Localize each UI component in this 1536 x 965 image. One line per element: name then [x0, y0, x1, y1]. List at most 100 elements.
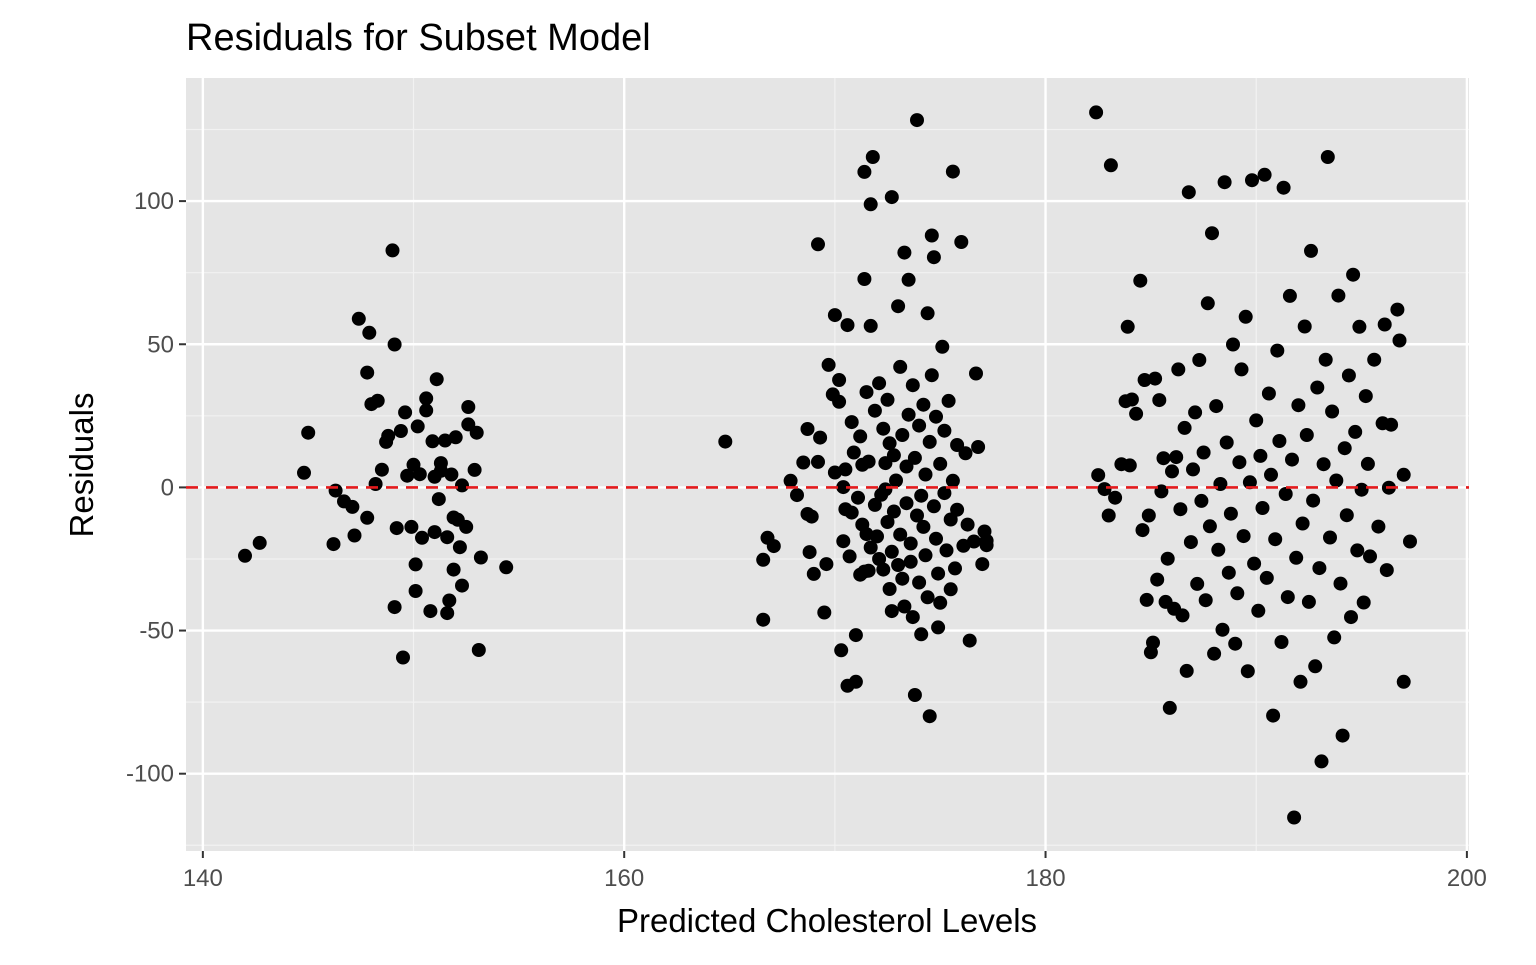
data-point [1341, 368, 1356, 383]
data-point [1352, 319, 1367, 334]
data-point [1219, 435, 1234, 450]
data-point [802, 545, 817, 560]
data-point [1261, 386, 1276, 401]
data-point [804, 509, 819, 524]
data-point [933, 595, 948, 610]
data-point [1264, 467, 1278, 482]
data-point [880, 515, 895, 529]
data-point [1293, 674, 1308, 689]
data-point [897, 245, 912, 260]
data-point [867, 497, 882, 512]
y-tick-label: 0 [161, 474, 174, 501]
data-point [1331, 288, 1346, 303]
y-tick-label: -50 [139, 618, 174, 645]
data-point [1160, 551, 1175, 566]
chart-title: Residuals for Subset Model [186, 17, 651, 59]
data-point [962, 633, 977, 648]
data-point [1232, 455, 1247, 470]
data-point [1247, 556, 1262, 571]
data-point [912, 418, 927, 433]
data-point [1320, 150, 1335, 164]
data-point [410, 419, 425, 434]
data-point [912, 575, 927, 590]
data-point [1350, 543, 1365, 558]
data-points [238, 105, 1417, 825]
data-point [387, 600, 402, 615]
data-point [1306, 493, 1321, 508]
data-point [848, 628, 863, 643]
data-point [1323, 530, 1337, 545]
data-point [842, 549, 857, 564]
data-point [400, 468, 415, 483]
data-point [926, 250, 941, 265]
data-point [1179, 663, 1194, 678]
data-point [901, 272, 916, 287]
data-point [1188, 405, 1203, 420]
data-point [1221, 565, 1236, 580]
data-point [832, 394, 847, 409]
data-point [922, 709, 937, 724]
data-point [1213, 477, 1228, 491]
data-point [836, 534, 851, 549]
data-point [1327, 630, 1342, 645]
data-point [872, 376, 887, 391]
data-point [1169, 450, 1184, 465]
data-point [876, 421, 891, 436]
x-axis-ticks: 140 160 180 200 [183, 851, 1487, 892]
data-point [1137, 373, 1152, 387]
data-point [889, 473, 903, 488]
data-point [429, 372, 444, 387]
data-point [1101, 508, 1116, 523]
data-point [1287, 810, 1302, 825]
data-point [1348, 424, 1363, 439]
data-point [1337, 441, 1352, 456]
data-point [922, 434, 937, 449]
data-point [1226, 337, 1240, 352]
data-point [886, 448, 901, 463]
data-point [903, 536, 918, 551]
data-point [362, 325, 377, 340]
x-axis-label: Predicted Cholesterol Levels [617, 902, 1037, 939]
data-point [1230, 586, 1245, 601]
data-point [408, 584, 423, 598]
y-axis-ticks: -100 -50 0 50 100 [126, 188, 186, 788]
data-point [901, 407, 916, 422]
data-point [910, 113, 924, 128]
data-point [1316, 457, 1331, 472]
data-point [886, 504, 901, 519]
data-point [836, 480, 851, 495]
data-point [1299, 428, 1314, 442]
data-point [840, 318, 855, 333]
plot-panel [186, 78, 1469, 851]
data-point [1291, 398, 1306, 413]
data-point [905, 378, 920, 393]
data-point [455, 578, 469, 593]
data-point [1278, 487, 1293, 501]
data-point [931, 566, 946, 581]
data-point [800, 422, 815, 436]
data-point [918, 548, 933, 563]
data-point [766, 539, 781, 554]
data-point [806, 566, 821, 581]
data-point [455, 478, 469, 493]
data-point [381, 428, 396, 443]
data-point [827, 308, 842, 323]
data-point [1282, 288, 1297, 303]
data-point [1238, 309, 1253, 324]
data-point [918, 467, 933, 482]
data-point [431, 492, 446, 507]
data-point [404, 519, 419, 534]
data-point [398, 405, 413, 420]
data-point [899, 459, 914, 474]
data-point [499, 560, 514, 575]
data-point [1377, 317, 1392, 332]
data-point [347, 528, 362, 543]
data-point [929, 409, 943, 424]
data-point [899, 496, 914, 511]
data-point [1234, 362, 1249, 377]
data-point [1392, 333, 1407, 348]
data-point [811, 454, 825, 469]
data-point [870, 529, 884, 544]
data-point [448, 430, 463, 445]
